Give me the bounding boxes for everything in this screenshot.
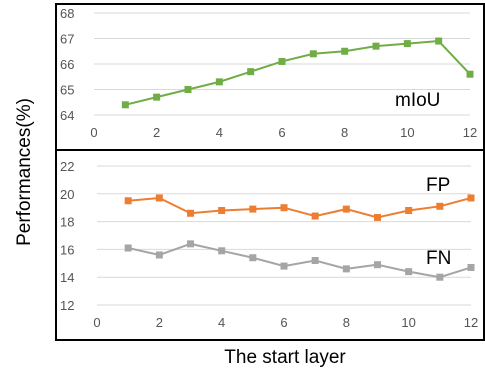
fp-line: [128, 196, 472, 219]
top-x-tick-label: 8: [341, 125, 348, 140]
top-x-tick-label: 10: [400, 125, 414, 140]
fp-point: [155, 194, 163, 202]
top-y-tick-label: 64: [60, 108, 74, 123]
fn-series-label: FN: [426, 248, 451, 269]
miou-point: [153, 93, 161, 101]
miou-point: [215, 78, 223, 86]
fp-series-label: FP: [426, 175, 450, 196]
miou-point: [403, 40, 411, 48]
bottom-y-tick-label: 18: [60, 215, 74, 230]
bottom-y-tick-label: 12: [60, 298, 74, 313]
miou-point: [435, 37, 443, 45]
fp-point: [249, 205, 257, 213]
fn-point: [218, 247, 226, 255]
fn-point: [249, 254, 257, 262]
fn-point: [436, 273, 444, 281]
miou-point: [184, 86, 192, 93]
x-axis-label: The start layer: [224, 347, 346, 368]
bottom-x-tick-label: 4: [218, 315, 225, 330]
fp-point: [124, 197, 132, 205]
fp-point: [436, 202, 444, 210]
miou-point: [121, 101, 129, 109]
top-x-tick-label: 12: [463, 125, 477, 140]
bottom-x-tick-label: 0: [93, 315, 100, 330]
fp-point: [342, 205, 350, 213]
top-y-tick-label: 66: [60, 57, 74, 72]
fp-point: [405, 206, 413, 214]
fp-point: [187, 209, 194, 217]
top-x-tick-label: 2: [153, 125, 160, 140]
miou-point: [309, 50, 317, 58]
fn-point: [374, 261, 381, 269]
miou-line: [125, 40, 471, 106]
bottom-x-tick-label: 10: [401, 315, 415, 330]
top-y-tick-label: 65: [60, 83, 74, 98]
fn-point: [467, 263, 475, 271]
bottom-x-tick-label: 2: [156, 315, 163, 330]
fp-point: [280, 204, 288, 212]
miou-series-label: mIoU: [395, 90, 440, 111]
fp-point: [311, 212, 319, 220]
miou-point: [278, 57, 286, 65]
top-y-tick-label: 67: [60, 32, 74, 47]
miou-point: [341, 47, 349, 55]
fn-point: [187, 240, 194, 248]
top-x-tick-label: 6: [278, 125, 285, 140]
bottom-y-tick-label: 20: [60, 187, 74, 202]
fp-point: [467, 194, 475, 202]
fn-point: [311, 257, 319, 265]
top-y-tick-label: 68: [60, 6, 74, 21]
top-x-tick-label: 0: [90, 125, 97, 140]
fn-point: [280, 262, 288, 270]
fp-point: [374, 213, 381, 221]
bottom-y-tick-label: 22: [60, 159, 74, 174]
bottom-x-tick-label: 6: [280, 315, 287, 330]
miou-point: [466, 70, 474, 78]
fn-point: [155, 251, 163, 259]
miou-point: [247, 68, 255, 76]
bottom-y-tick-label: 14: [60, 270, 74, 285]
y-axis-label: Performances(%): [14, 98, 35, 246]
miou-point: [372, 42, 380, 50]
bottom-chart: 12 14 16 18 20 22 0 2 4 6 8 10 12 FP FN: [60, 159, 478, 330]
bottom-x-tick-label: 8: [343, 315, 350, 330]
top-x-tick-label: 4: [216, 125, 223, 140]
bottom-panel-frame: [55, 149, 485, 341]
bottom-y-tick-label: 16: [60, 242, 74, 257]
fp-point: [218, 206, 226, 214]
top-panel-frame: [55, 3, 485, 151]
fn-point: [124, 244, 132, 252]
fn-point: [405, 268, 413, 276]
fn-line: [127, 242, 472, 279]
bottom-x-tick-label: 12: [464, 315, 478, 330]
fn-point: [342, 265, 350, 273]
